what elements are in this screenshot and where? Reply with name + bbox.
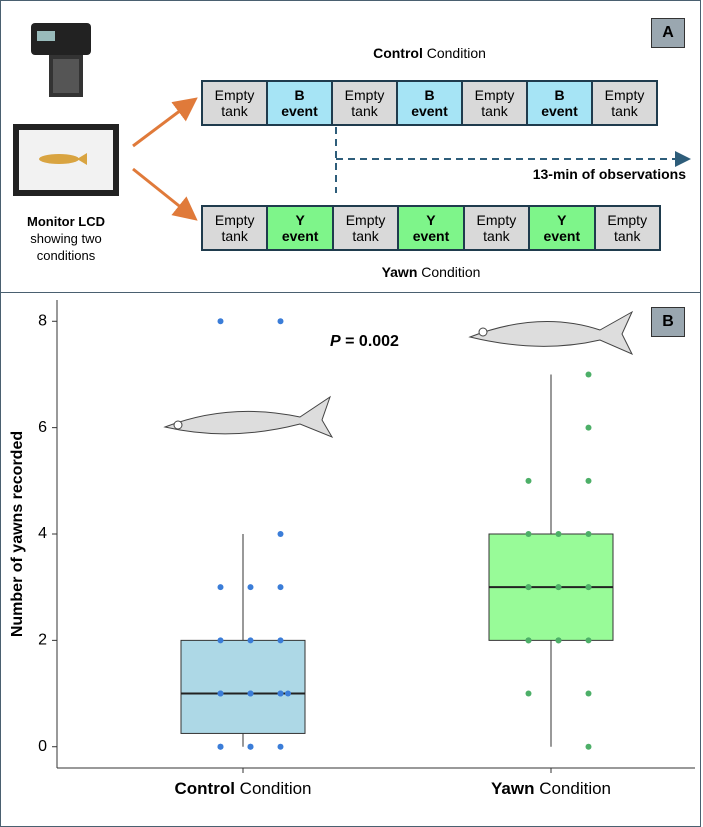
annotation-symbol: P [330, 333, 341, 350]
data-point [217, 637, 224, 644]
data-point [585, 584, 592, 591]
control-sequence: Empty tank B event Empty tank B event Empty … [201, 80, 658, 126]
empty-cell: Empty tank [203, 207, 269, 249]
data-point [247, 637, 254, 644]
monitor-icon [13, 124, 119, 196]
data-point [285, 690, 291, 697]
data-point [585, 371, 592, 378]
data-point [585, 531, 592, 537]
title-rest: Condition [421, 264, 481, 280]
event-cell: B event [268, 82, 333, 124]
data-point [585, 743, 592, 750]
control-title: Control Condition [201, 45, 658, 61]
title-rest: Condition [426, 45, 486, 61]
observation-label: 13-min of observations [532, 166, 686, 182]
data-point [277, 584, 284, 591]
panel-a: Monitor LCD showing two conditions Contr… [0, 0, 701, 293]
data-point [555, 584, 562, 591]
chart: P = 0.002 0 2 4 6 8 Number of yawns recorded C… [9, 300, 695, 798]
title-bold: Control [373, 45, 423, 61]
fish-illustration [163, 310, 634, 439]
event-cell: Y event [530, 207, 596, 249]
event-cell: B event [398, 82, 463, 124]
category: Yawn [491, 779, 534, 798]
event-cell: B event [528, 82, 593, 124]
panel-label: A [651, 18, 685, 48]
y-tick-label: 2 [38, 632, 47, 649]
data-point [217, 318, 224, 325]
data-point [217, 690, 224, 697]
annotation-value: = 0.002 [345, 333, 399, 350]
monitor-caption: Monitor LCD showing two conditions [6, 213, 126, 264]
y-axis-label: Number of yawns recorded [9, 431, 26, 637]
title-bold: Yawn [381, 264, 418, 280]
empty-cell: Empty tank [333, 82, 398, 124]
data-point [585, 637, 592, 644]
data-point [525, 531, 532, 537]
data-point [277, 690, 284, 697]
empty-cell: Empty tank [203, 82, 268, 124]
event-cell: Y event [268, 207, 334, 249]
panel-label: B [651, 307, 685, 337]
monitor-label: Monitor LCD [27, 214, 105, 229]
annotation: P = 0.002 [330, 333, 399, 350]
empty-cell: Empty tank [593, 82, 656, 124]
data-point [277, 637, 284, 644]
empty-cell: Empty tank [595, 207, 659, 249]
data-point [277, 743, 284, 750]
panel-a-graphics [13, 23, 691, 221]
empty-cell: Empty tank [333, 207, 400, 249]
data-point [585, 690, 592, 697]
y-tick-label: 8 [38, 312, 47, 329]
data-point [585, 477, 592, 484]
monitor-sub: showing two conditions [30, 231, 102, 263]
arrow [132, 97, 198, 148]
data-point [585, 424, 592, 431]
category: Control [175, 779, 235, 798]
x-tick-label: Yawn Condition [491, 779, 611, 798]
yawn-sequence: Empty tank Y event Empty tank Y event Empty … [201, 205, 661, 251]
arrow [132, 167, 198, 221]
data-point [525, 690, 532, 697]
y-tick-label: 6 [38, 419, 47, 436]
data-point [555, 637, 562, 644]
data-point [555, 531, 562, 537]
x-tick-label: Control Condition [175, 779, 312, 798]
category-suffix: Condition [240, 779, 312, 798]
category-suffix: Condition [539, 779, 611, 798]
data-point [525, 584, 532, 591]
data-point [525, 477, 532, 484]
yawn-title: Yawn Condition [201, 264, 661, 280]
data-point [277, 531, 284, 537]
camera-icon [31, 23, 91, 97]
y-tick-label: 0 [38, 738, 47, 755]
data-point [247, 690, 254, 697]
data-point [525, 637, 532, 644]
empty-cell: Empty tank [463, 82, 528, 124]
box [180, 639, 306, 734]
data-point [217, 743, 224, 750]
event-cell: Y event [399, 207, 465, 249]
data-point [217, 584, 224, 591]
data-point [277, 318, 284, 325]
empty-cell: Empty tank [464, 207, 531, 249]
data-point [247, 743, 254, 750]
y-tick-label: 4 [38, 525, 47, 542]
data-point [247, 584, 254, 591]
